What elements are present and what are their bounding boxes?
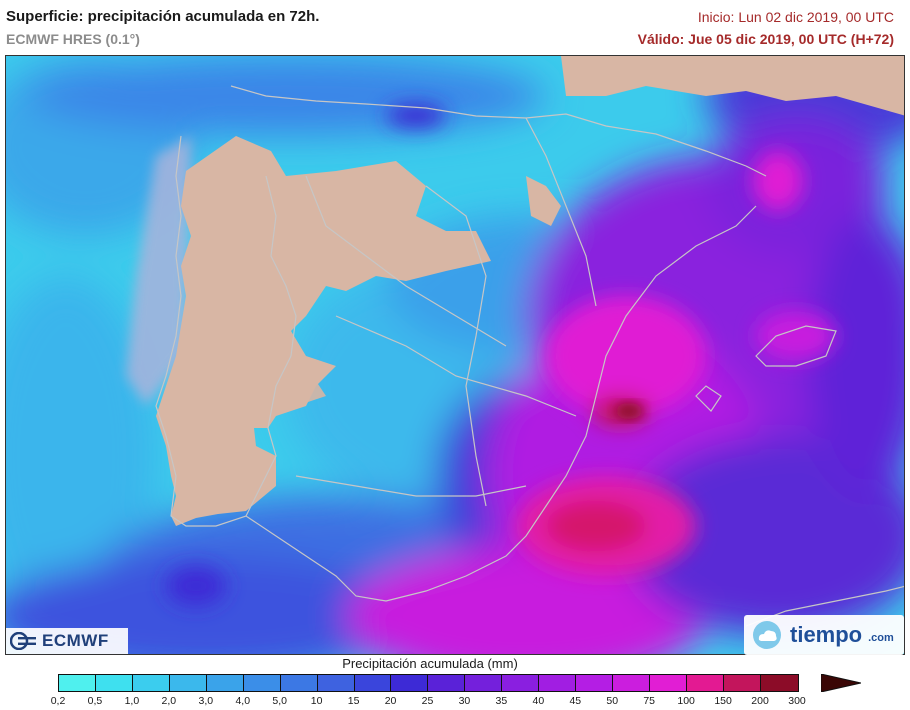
dry-land xyxy=(156,56,904,526)
legend-colorbar xyxy=(58,674,799,692)
valid-time: Válido: Jue 05 dic 2019, 00 UTC (H+72) xyxy=(637,31,894,47)
legend-tick-label: 300 xyxy=(788,695,806,707)
legend-tick-label: 1,0 xyxy=(124,695,140,707)
legend-swatch xyxy=(686,675,724,691)
legend-overflow-arrow xyxy=(821,674,861,692)
legend-tick-label: 50 xyxy=(606,695,619,707)
legend-tick-label: 40 xyxy=(532,695,545,707)
legend-tick-label: 0,2 xyxy=(50,695,66,707)
legend-title: Precipitación acumulada (mm) xyxy=(342,656,518,671)
map-title: Superficie: precipitación acumulada en 7… xyxy=(6,8,320,25)
init-time: Inicio: Lun 02 dic 2019, 00 UTC xyxy=(697,9,894,25)
ecmwf-logo: ECMWF xyxy=(6,628,128,654)
model-label: ECMWF HRES (0.1°) xyxy=(6,31,140,47)
legend-tick-label: 75 xyxy=(643,695,656,707)
legend-tick-label: 5,0 xyxy=(272,695,287,707)
legend-tick-label: 3,0 xyxy=(198,695,214,707)
legend-swatch xyxy=(206,675,244,691)
tiempo-logo: tiempo .com xyxy=(744,615,904,655)
tiempo-logo-text: tiempo xyxy=(790,622,863,647)
cloud-icon xyxy=(753,621,781,649)
legend-swatch xyxy=(243,675,281,691)
legend-swatch xyxy=(391,675,429,691)
precip-core xyxy=(615,403,643,419)
legend-ticks: 0,2 0,5 1,0 2,0 3,0 4,0 5,0 10 15 20 25 30 35 40 45 50 7… xyxy=(0,695,910,709)
legend-tick-label: 35 xyxy=(495,695,508,707)
legend-tick-label: 20 xyxy=(384,695,397,707)
precip-field xyxy=(6,56,904,654)
legend-swatch xyxy=(465,675,503,691)
legend-swatch xyxy=(169,675,207,691)
legend-swatch xyxy=(650,675,687,691)
legend-swatch xyxy=(723,675,761,691)
legend-tick-label: 0,5 xyxy=(87,695,103,707)
ecmwf-logo-text: ECMWF xyxy=(42,631,109,650)
legend-swatch xyxy=(317,675,355,691)
precipitation-map xyxy=(5,55,905,655)
legend-swatch xyxy=(502,675,540,691)
legend-swatch xyxy=(95,675,133,691)
legend-swatch xyxy=(280,675,318,691)
borders xyxy=(155,85,904,627)
map-canvas xyxy=(6,56,904,654)
tiempo-logo-domain: .com xyxy=(868,632,894,644)
legend-tick-label: 4,0 xyxy=(235,695,251,707)
legend-swatch xyxy=(613,675,650,691)
ecmwf-emblem-icon xyxy=(10,632,36,650)
legend-tick-label: 15 xyxy=(347,695,360,707)
legend-swatch xyxy=(576,675,614,691)
legend-tick-label: 100 xyxy=(677,695,695,707)
legend-tick-label: 30 xyxy=(458,695,471,707)
atlantic-shelf xyxy=(126,136,191,406)
legend-tick-label: 10 xyxy=(310,695,323,707)
legend-tick-label: 45 xyxy=(569,695,582,707)
legend-tick-label: 150 xyxy=(714,695,732,707)
legend-swatch xyxy=(132,675,170,691)
legend-tick-label: 25 xyxy=(421,695,434,707)
legend-swatch xyxy=(354,675,392,691)
legend-tick-label: 200 xyxy=(751,695,769,707)
legend-tick-label: 2,0 xyxy=(161,695,177,707)
header: Superficie: precipitación acumulada en 7… xyxy=(0,0,910,54)
precip-maxima xyxy=(166,104,836,606)
legend-swatch xyxy=(539,675,577,691)
legend-swatch xyxy=(760,675,798,691)
legend-swatch xyxy=(428,675,466,691)
legend-swatch xyxy=(59,675,96,691)
